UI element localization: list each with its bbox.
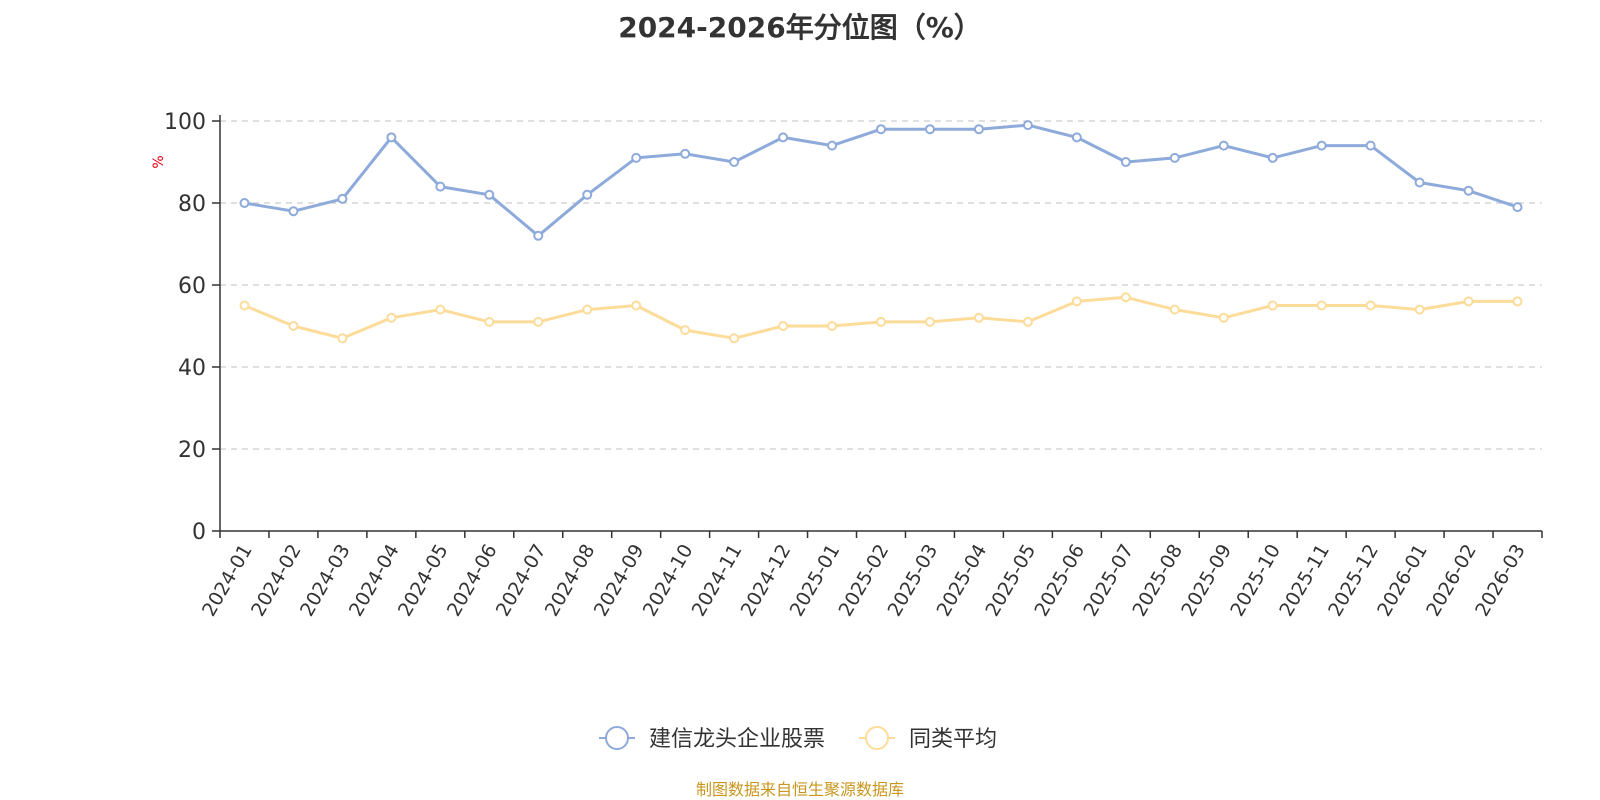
data-point	[876, 124, 886, 135]
series-line-1	[244, 123, 1518, 238]
data-point	[1365, 300, 1376, 311]
data-point	[680, 325, 691, 336]
data-point	[288, 321, 299, 331]
data-point	[1365, 140, 1376, 151]
y-axis-label: %	[151, 155, 167, 168]
legend-marker	[605, 726, 629, 750]
data-point	[239, 300, 250, 311]
data-point	[1267, 300, 1278, 311]
data-point	[386, 312, 397, 323]
data-point	[435, 181, 446, 192]
source-note: 制图数据来自恒生聚源数据库	[695, 780, 904, 799]
data-point	[582, 189, 593, 200]
data-point	[533, 230, 544, 241]
data-point	[1414, 177, 1425, 188]
data-point	[386, 132, 397, 143]
data-point	[973, 124, 984, 135]
data-point	[1218, 140, 1229, 151]
legend-label: 同类平均	[909, 727, 997, 752]
y-tick-label: 20	[178, 438, 206, 463]
data-point	[288, 206, 299, 217]
data-point	[778, 132, 789, 143]
data-point	[1169, 304, 1180, 315]
data-point	[729, 333, 740, 344]
data-point	[876, 316, 886, 327]
data-point	[1316, 300, 1327, 311]
data-point	[484, 316, 495, 327]
data-point	[533, 316, 544, 327]
data-point	[1218, 312, 1229, 323]
data-point	[435, 304, 446, 315]
data-point	[582, 304, 593, 315]
line-chart: 020406080100%2024-012024-022024-032024-0…	[151, 110, 1543, 752]
data-point	[1071, 132, 1082, 143]
data-point	[827, 140, 838, 151]
legend-item-2: 同类平均	[859, 726, 997, 752]
data-point	[1169, 152, 1180, 163]
data-point	[729, 157, 740, 167]
legend-item-1: 建信龙头企业股票	[599, 726, 825, 752]
data-point	[337, 193, 348, 204]
data-point	[631, 300, 642, 311]
chart-title: 2024-2026年分位图（%）	[618, 11, 982, 44]
data-point	[1120, 292, 1131, 303]
data-point	[1316, 140, 1327, 151]
data-point	[1022, 316, 1033, 327]
data-point	[631, 152, 642, 163]
data-point	[680, 148, 691, 159]
data-point	[239, 198, 250, 208]
y-tick-label: 40	[178, 356, 206, 381]
legend-label: 建信龙头企业股票	[649, 727, 825, 752]
y-tick-label: 100	[164, 110, 206, 135]
grid-lines	[220, 120, 1542, 450]
data-point	[1022, 120, 1033, 131]
data-point	[778, 321, 789, 331]
data-point	[827, 321, 838, 331]
data-point	[1071, 296, 1082, 307]
data-point	[484, 189, 495, 200]
axes: 020406080100%2024-012024-022024-032024-0…	[151, 110, 1543, 620]
legend-marker	[865, 726, 889, 750]
legend: 建信龙头企业股票 同类平均	[599, 726, 997, 752]
y-tick-label: 80	[178, 192, 206, 217]
data-point	[1463, 296, 1474, 307]
data-point	[924, 316, 935, 327]
data-point	[1120, 157, 1131, 167]
data-point	[1512, 296, 1523, 307]
data-point	[337, 333, 348, 344]
series-layer	[239, 120, 1523, 344]
data-point	[1414, 304, 1425, 315]
data-point	[1512, 202, 1523, 213]
y-tick-label: 0	[192, 520, 206, 545]
data-point	[924, 124, 935, 135]
data-point	[1463, 185, 1474, 196]
y-tick-label: 60	[178, 274, 206, 299]
data-point	[973, 312, 984, 323]
data-point	[1267, 152, 1278, 163]
